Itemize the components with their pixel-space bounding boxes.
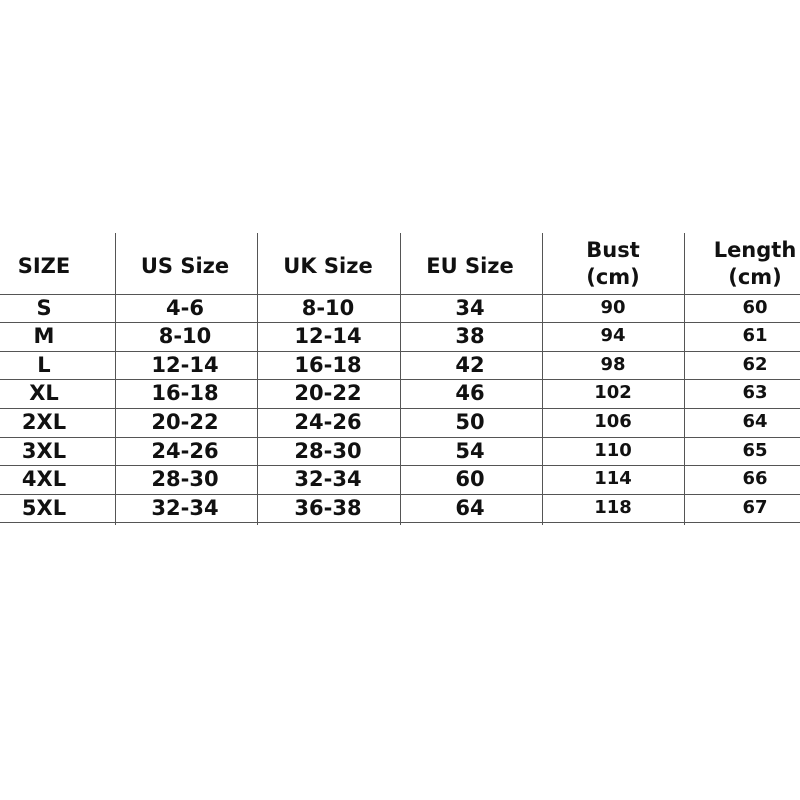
- row-divider: [0, 294, 800, 295]
- cell-us-size: 20-22: [151, 410, 219, 434]
- row-divider: [0, 494, 800, 495]
- size-chart-table: SIZE US Size UK Size EU Size Bust (cm) Length (…: [0, 233, 800, 525]
- cell-size: 2XL: [21, 410, 67, 434]
- cell-us-size: 16-18: [151, 381, 219, 405]
- row-divider: [0, 465, 800, 466]
- cell-uk-size: 8-10: [301, 296, 355, 320]
- cell-bust: 106: [594, 411, 632, 432]
- cell-us-size: 12-14: [151, 353, 219, 377]
- cell-length: 65: [742, 440, 768, 461]
- cell-length: 67: [742, 497, 768, 518]
- cell-bust: 110: [594, 440, 632, 461]
- row-divider: [0, 322, 800, 323]
- cell-length: 66: [742, 468, 768, 489]
- cell-size: 3XL: [21, 439, 67, 463]
- cell-length: 60: [742, 297, 768, 318]
- cell-length: 61: [742, 325, 768, 346]
- cell-length: 63: [742, 382, 768, 403]
- row-divider: [0, 522, 800, 523]
- header-line: UK Size: [283, 254, 373, 278]
- header-length: Length (cm): [685, 237, 800, 291]
- header-line: (cm): [586, 265, 640, 289]
- cell-bust: 114: [594, 468, 632, 489]
- cell-bust: 98: [600, 354, 626, 375]
- cell-size: S: [36, 296, 52, 320]
- header-line: US Size: [140, 254, 230, 278]
- cell-uk-size: 24-26: [294, 410, 362, 434]
- cell-uk-size: 32-34: [294, 467, 362, 491]
- cell-eu-size: 54: [455, 439, 485, 463]
- header-line: (cm): [728, 265, 782, 289]
- cell-us-size: 4-6: [166, 296, 204, 320]
- cell-eu-size: 64: [455, 496, 485, 520]
- cell-us-size: 28-30: [151, 467, 219, 491]
- cell-us-size: 24-26: [151, 439, 219, 463]
- cell-size: 5XL: [21, 496, 67, 520]
- cell-eu-size: 42: [455, 353, 485, 377]
- cell-eu-size: 60: [455, 467, 485, 491]
- cell-bust: 102: [594, 382, 632, 403]
- header-line: EU Size: [426, 254, 514, 278]
- header-line: Length: [713, 238, 797, 262]
- row-divider: [0, 351, 800, 352]
- header-us-size: US Size: [115, 253, 255, 280]
- header-line: Bust: [586, 238, 640, 262]
- header-line: SIZE: [17, 254, 71, 278]
- cell-size: L: [37, 353, 51, 377]
- cell-bust: 118: [594, 497, 632, 518]
- header-bust: Bust (cm): [543, 237, 683, 291]
- cell-eu-size: 38: [455, 324, 485, 348]
- cell-uk-size: 16-18: [294, 353, 362, 377]
- cell-eu-size: 50: [455, 410, 485, 434]
- header-uk-size: UK Size: [258, 253, 398, 280]
- cell-size: 4XL: [21, 467, 67, 491]
- cell-uk-size: 36-38: [294, 496, 362, 520]
- cell-bust: 90: [600, 297, 626, 318]
- row-divider: [0, 379, 800, 380]
- cell-uk-size: 12-14: [294, 324, 362, 348]
- header-eu-size: EU Size: [400, 253, 540, 280]
- cell-size: M: [33, 324, 55, 348]
- cell-us-size: 32-34: [151, 496, 219, 520]
- row-divider: [0, 408, 800, 409]
- cell-length: 62: [742, 354, 768, 375]
- cell-eu-size: 46: [455, 381, 485, 405]
- cell-uk-size: 28-30: [294, 439, 362, 463]
- cell-us-size: 8-10: [158, 324, 212, 348]
- row-divider: [0, 437, 800, 438]
- cell-length: 64: [742, 411, 768, 432]
- header-size: SIZE: [0, 253, 114, 280]
- cell-eu-size: 34: [455, 296, 485, 320]
- cell-uk-size: 20-22: [294, 381, 362, 405]
- cell-bust: 94: [600, 325, 626, 346]
- cell-size: XL: [29, 381, 59, 405]
